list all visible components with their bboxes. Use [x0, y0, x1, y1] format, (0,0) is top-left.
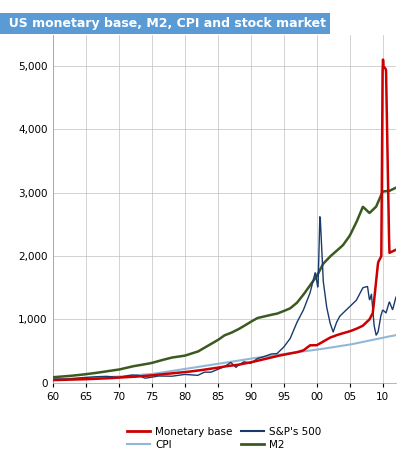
Text: US monetary base, M2, CPI and stock market: US monetary base, M2, CPI and stock mark… [0, 17, 326, 30]
Legend: Monetary base, CPI, S&P's 500, M2: Monetary base, CPI, S&P's 500, M2 [123, 423, 326, 454]
